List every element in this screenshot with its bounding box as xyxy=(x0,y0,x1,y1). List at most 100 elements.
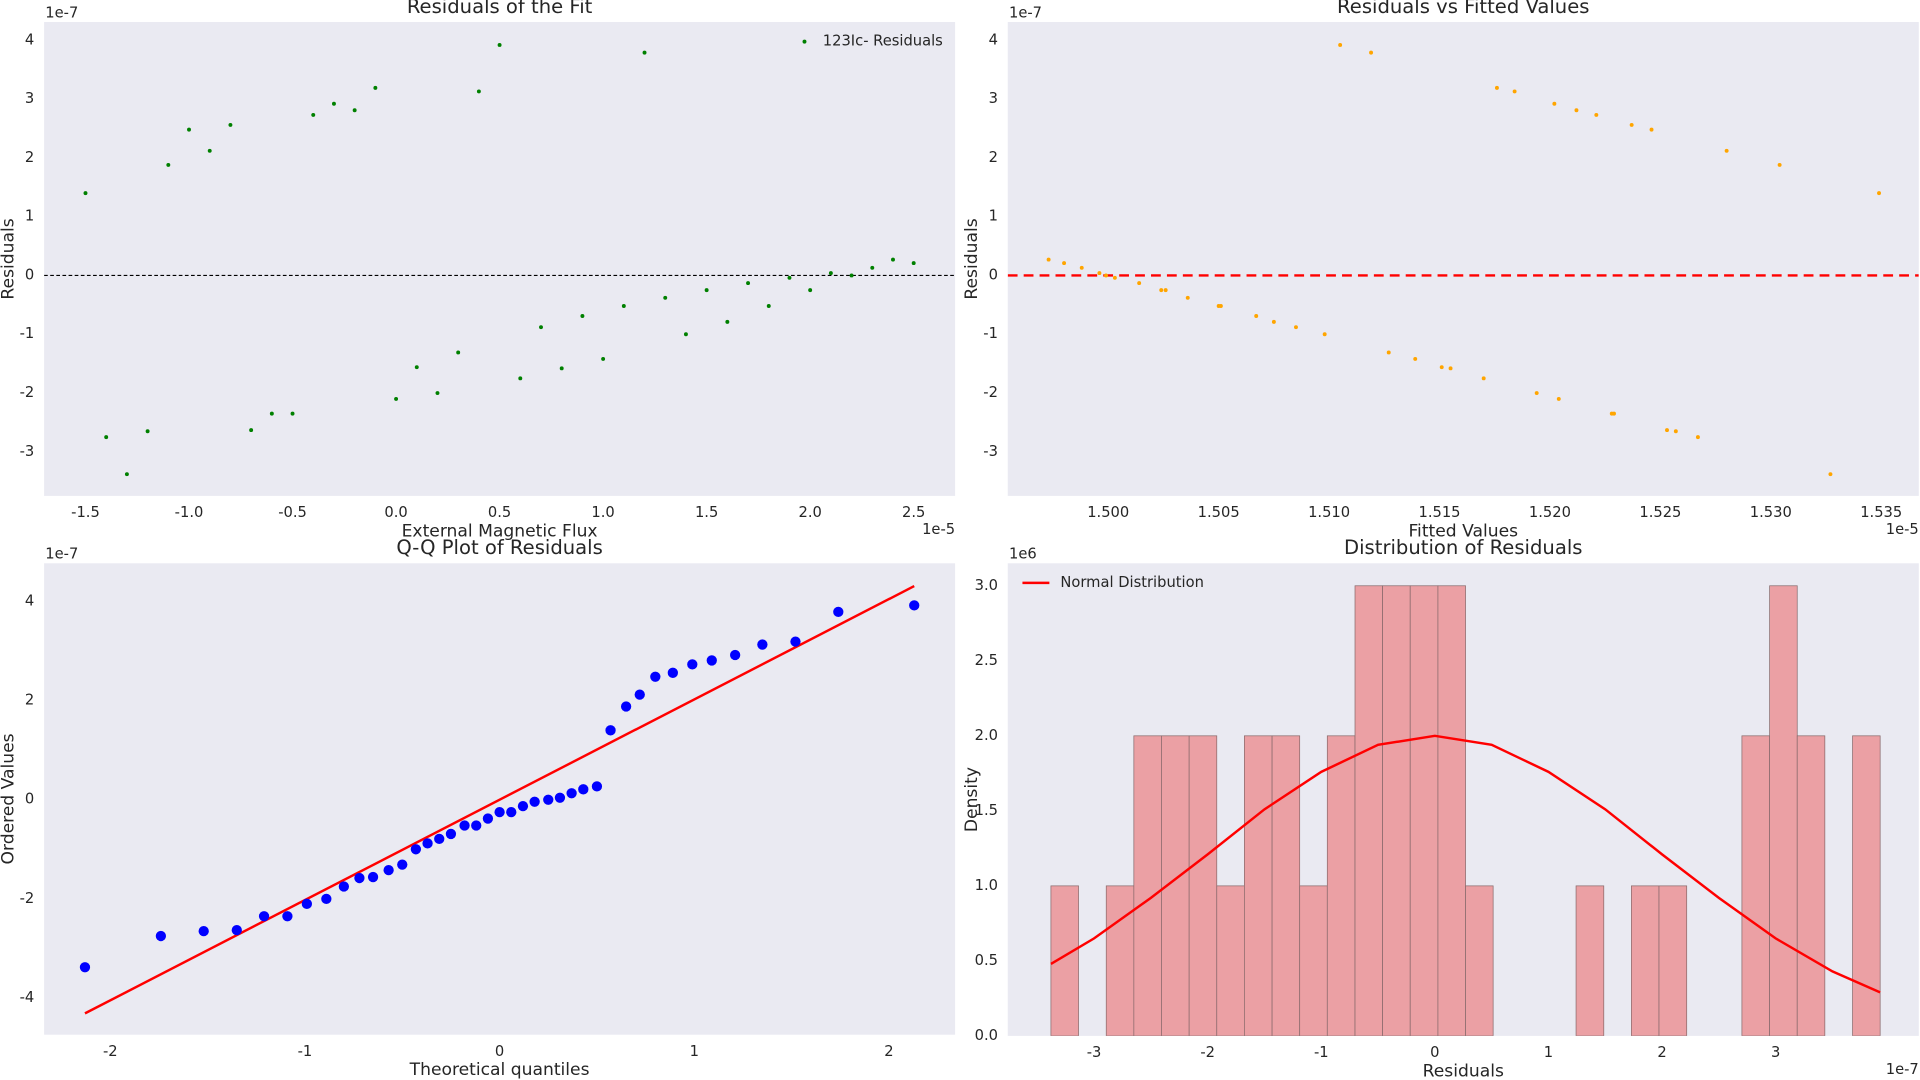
x-tick-label: 1.510 xyxy=(1308,504,1350,521)
point xyxy=(1481,376,1486,381)
point xyxy=(1552,101,1557,106)
chart-title: Residuals of the Fit xyxy=(407,0,593,18)
point xyxy=(1163,288,1168,293)
point xyxy=(258,911,270,922)
point xyxy=(642,50,647,55)
point xyxy=(1104,273,1108,278)
point xyxy=(591,781,603,792)
point xyxy=(828,271,833,276)
y-tick-label: 0.5 xyxy=(975,952,998,969)
point xyxy=(620,701,632,712)
y-axis-label: Ordered Values xyxy=(0,733,19,864)
point xyxy=(1439,365,1444,370)
point xyxy=(729,649,741,661)
x-tick-label: 1.5 xyxy=(695,504,718,521)
point xyxy=(373,85,378,90)
point xyxy=(1218,304,1223,308)
x-tick-label: -1.0 xyxy=(175,504,204,521)
y-tick-label: -1 xyxy=(20,325,35,342)
point xyxy=(155,930,167,942)
x-axis-label: Fitted Values xyxy=(1408,521,1518,541)
x-tick-label: 1.0 xyxy=(591,504,614,521)
bar xyxy=(1299,885,1328,1036)
point xyxy=(354,872,365,884)
y-tick-label: 3 xyxy=(989,90,998,107)
point xyxy=(1046,257,1051,262)
point xyxy=(331,101,336,106)
x-tick-label: 1.500 xyxy=(1087,504,1129,521)
x-tick-label: 2 xyxy=(884,1043,893,1060)
x-tick-label: 1.520 xyxy=(1529,504,1571,521)
bar xyxy=(1326,735,1356,1036)
point xyxy=(1112,275,1117,280)
x-offset-label: 1e-7 xyxy=(1886,1061,1919,1078)
x-axis-label: External Magnetic Flux xyxy=(402,521,598,541)
bar xyxy=(1575,885,1605,1036)
point xyxy=(394,396,399,401)
point xyxy=(554,792,566,803)
y-tick-label: 0 xyxy=(989,266,998,283)
x-tick-label: 1.535 xyxy=(1860,504,1902,521)
point xyxy=(1612,411,1616,416)
y-tick-label: -4 xyxy=(20,989,35,1006)
point xyxy=(422,838,433,849)
bar xyxy=(1658,885,1688,1036)
point xyxy=(621,304,626,308)
x-tick-label: -0.5 xyxy=(278,504,307,521)
bar xyxy=(1105,885,1135,1036)
y-tick-label: -2 xyxy=(983,384,998,401)
y-tick-label: 1 xyxy=(25,208,34,225)
normal-curve xyxy=(1050,734,1881,994)
bar xyxy=(1271,735,1301,1036)
point xyxy=(83,191,88,196)
point xyxy=(833,606,844,617)
y-offset-label: 1e6 xyxy=(1009,546,1037,563)
y-tick-label: 2 xyxy=(989,149,998,166)
point xyxy=(352,108,357,113)
point xyxy=(1254,314,1259,318)
bar xyxy=(1133,735,1162,1036)
plot-area xyxy=(1007,22,1919,496)
y-axis-label: Residuals xyxy=(962,218,982,299)
point xyxy=(471,820,482,831)
y-offset-label: 1e-7 xyxy=(45,546,78,563)
point xyxy=(1386,350,1391,355)
point xyxy=(757,639,768,650)
point xyxy=(104,435,109,440)
point xyxy=(1137,281,1142,286)
x-tick-label: 0.5 xyxy=(488,504,511,521)
point xyxy=(1494,85,1499,90)
y-offset-label: 1e-7 xyxy=(1009,4,1042,21)
x-tick-label: 1.505 xyxy=(1198,504,1240,521)
point xyxy=(414,365,419,370)
point xyxy=(746,281,751,286)
point xyxy=(410,844,422,855)
point xyxy=(1629,122,1634,127)
bar xyxy=(1465,885,1494,1036)
bar xyxy=(1437,585,1466,1036)
point xyxy=(459,820,470,831)
point xyxy=(517,801,529,812)
y-tick-label: 0 xyxy=(25,791,34,808)
y-tick-label: -3 xyxy=(20,443,35,460)
point xyxy=(566,788,577,799)
y-tick-label: 4 xyxy=(989,31,998,48)
point xyxy=(601,356,606,361)
point xyxy=(1413,356,1418,361)
y-tick-label: -1 xyxy=(983,325,998,342)
y-tick-label: 3 xyxy=(25,90,34,107)
point xyxy=(911,261,916,266)
point xyxy=(578,784,589,795)
bar xyxy=(1216,885,1245,1036)
x-tick-label: 0 xyxy=(495,1043,504,1060)
bar xyxy=(1409,585,1439,1036)
y-offset-label: 1e-7 xyxy=(45,4,78,21)
point xyxy=(663,295,668,300)
point xyxy=(228,122,233,127)
point xyxy=(338,881,350,892)
point xyxy=(1448,366,1453,371)
y-tick-label: 0 xyxy=(25,266,34,283)
point xyxy=(706,655,717,666)
point xyxy=(1062,261,1067,266)
y-tick-label: 1 xyxy=(989,208,998,225)
